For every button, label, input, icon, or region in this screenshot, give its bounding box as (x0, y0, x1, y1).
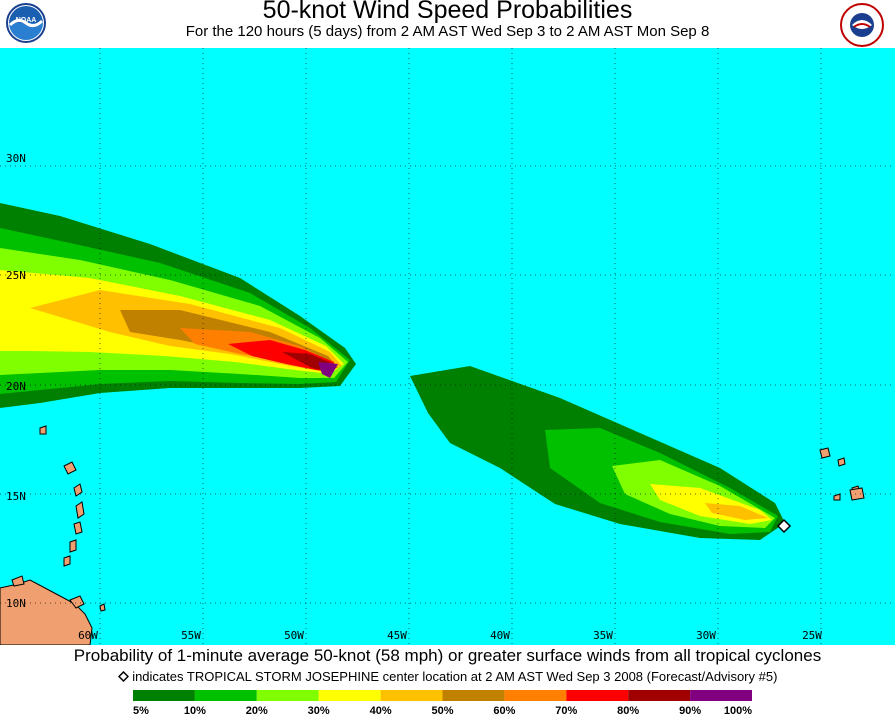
lat-label: 30N (6, 152, 26, 165)
probability-map: 30N 25N 20N 15N 10N 60W 55W 50W 45W 40W … (0, 48, 895, 645)
island-9 (819, 447, 831, 459)
legend-swatch (256, 690, 319, 701)
legend-label: 90% (679, 705, 701, 716)
island-1 (63, 461, 77, 475)
storm-note: indicates TROPICAL STORM JOSEPHINE cente… (0, 669, 895, 684)
map-caption: Probability of 1-minute average 50-knot … (73, 646, 822, 665)
legend-swatch (380, 690, 443, 701)
lon-label: 40W (490, 629, 510, 642)
noaa-logo-text: NOAA (16, 17, 37, 24)
legend-swatch (133, 690, 195, 701)
swath-w-90pct (318, 362, 338, 378)
legend-label: 80% (617, 705, 639, 716)
legend-label: 40% (370, 705, 392, 716)
island-3 (75, 501, 85, 519)
legend-swatch (442, 690, 505, 701)
legend-label: 50% (431, 705, 453, 716)
island-8 (11, 575, 25, 587)
eastern-probability-swath (410, 366, 785, 540)
island-6 (63, 555, 71, 567)
island-10 (837, 457, 846, 467)
island-12 (849, 487, 865, 501)
trinidad (69, 595, 85, 609)
lon-label: 60W (78, 629, 98, 642)
lon-label: 35W (593, 629, 613, 642)
probability-legend: 5% 10% 20% 30% 40% 50% 60% 70% 80% 90% 100% (133, 690, 752, 716)
diamond-icon (117, 670, 129, 683)
chart-subtitle: For the 120 hours (5 days) from 2 AM AST… (185, 23, 710, 40)
lon-label: 50W (284, 629, 304, 642)
legend-swatch (194, 690, 257, 701)
storm-note-text: indicates TROPICAL STORM JOSEPHINE cente… (132, 669, 778, 684)
lat-label: 10N (6, 597, 26, 610)
legend-label: 30% (308, 705, 330, 716)
island-2 (73, 483, 83, 497)
island-7 (39, 425, 47, 435)
western-probability-swath (0, 203, 356, 408)
legend-label: 20% (246, 705, 268, 716)
chart-title: 50-knot Wind Speed Probabilities (262, 0, 633, 24)
lat-label: 25N (6, 269, 26, 282)
legend-label: 60% (493, 705, 515, 716)
swath-e-40pct (705, 503, 768, 520)
legend-swatch (566, 690, 629, 701)
island-4 (73, 521, 83, 535)
island-5 (69, 539, 77, 553)
lon-label: 45W (387, 629, 407, 642)
lon-label: 55W (181, 629, 201, 642)
legend-swatch (690, 690, 752, 701)
legend-swatch (318, 690, 381, 701)
storm-center-marker (776, 518, 792, 534)
lat-label: 15N (6, 490, 26, 503)
lon-label: 25W (802, 629, 822, 642)
nws-logo (840, 3, 884, 47)
barbados (99, 603, 106, 612)
legend-swatch (504, 690, 567, 701)
legend-label: 70% (555, 705, 577, 716)
noaa-logo: NOAA (6, 3, 46, 43)
island-13 (833, 493, 841, 501)
lon-label: 30W (696, 629, 716, 642)
lat-label: 20N (6, 380, 26, 393)
legend-swatch (628, 690, 691, 701)
legend-label: 100% (724, 705, 752, 716)
graticule (0, 48, 895, 645)
land-masses (0, 425, 865, 645)
legend-label: 10% (184, 705, 206, 716)
legend-label: 5% (133, 705, 149, 716)
